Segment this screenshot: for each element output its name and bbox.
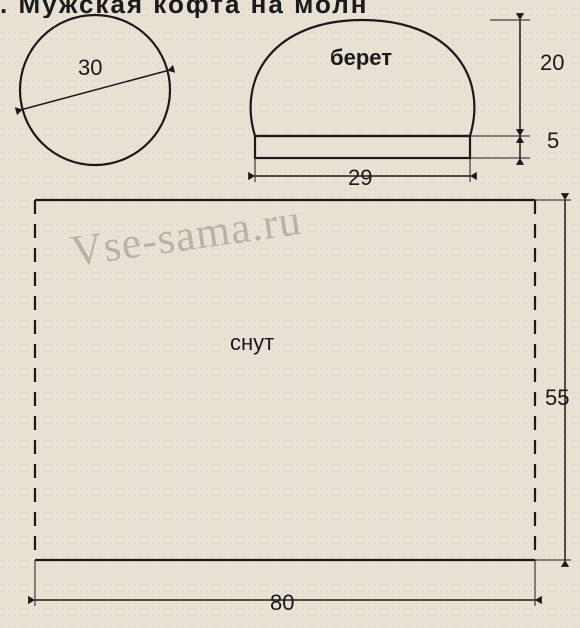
circle-diameter-label: 30 (78, 55, 102, 81)
beret-label: берет (330, 45, 392, 71)
cropped-header-text: . Мужская кофта на молн (0, 0, 580, 18)
diagram-svg (0, 0, 580, 628)
beret-band-height-label: 5 (547, 128, 559, 154)
snood-height-label: 55 (545, 385, 569, 411)
snood-label: снут (230, 330, 274, 356)
beret-width-label: 29 (348, 165, 372, 191)
snood-width-label: 80 (270, 590, 294, 616)
beret-top-height-label: 20 (540, 50, 564, 76)
diagram-canvas: . Мужская кофта на молн 30 берет 29 20 5… (0, 0, 580, 628)
